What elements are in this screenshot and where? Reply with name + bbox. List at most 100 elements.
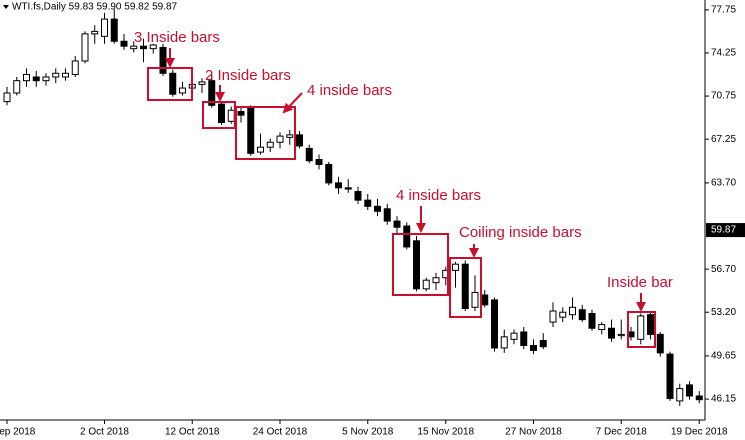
candles [3,9,703,406]
candle-body [647,314,654,335]
candle-body [481,294,489,306]
candle-body [266,141,274,148]
candle-body [42,76,50,82]
candle-body [257,146,264,153]
candle-body [364,199,372,207]
candle-body [169,72,177,95]
candle-body [491,299,498,349]
candle-body [296,134,303,147]
chart-title: WTI.fs,Daily 59.83 59.90 59.82 59.87 [12,2,178,13]
candle-body [149,44,157,50]
candle-body [695,395,703,401]
candle-body [344,187,352,190]
candle-body [676,388,684,402]
x-tick-label: 27 Nov 2018 [505,427,562,438]
candle-body [471,292,479,308]
candle-body [71,60,79,76]
candle-body [237,110,245,116]
annotation-box [449,257,482,318]
y-tick-label: 46.15 [711,394,736,405]
y-tick-label: 74.25 [711,48,736,59]
candle-body [179,87,186,94]
candle-body [666,353,674,399]
candle-body [110,18,118,42]
annotation: 4 inside bars [307,82,392,99]
y-tick-label: 77.75 [711,4,736,15]
candle-body [520,331,528,346]
candle-body [354,191,362,201]
y-tick-label: 49.65 [711,351,736,362]
candle-body [335,182,342,189]
candle-body [32,76,40,82]
candle-body [578,309,586,321]
candle-body [23,74,30,82]
candle-body [140,45,147,50]
annotation: 3 Inside bars [134,29,220,46]
candle-body [159,46,167,74]
candle-body [393,220,401,228]
candle-body [461,263,469,310]
candle-body [208,80,216,106]
candle-body [686,384,693,397]
menu-icon [3,5,9,9]
candle-body [510,332,518,340]
annotation-box [147,67,193,101]
candle-body [598,324,606,330]
candle-body [588,312,596,329]
y-tick-label: 63.70 [711,178,736,189]
candle-body [130,45,138,50]
candle-body [101,18,108,37]
candle-body [569,306,576,316]
annotation-box [627,311,656,348]
x-tick-label: 15 Nov 2018 [417,427,474,438]
candle-body [500,336,508,349]
y-tick-label: 70.75 [711,91,736,102]
annotation: Coiling inside bars [459,224,582,241]
annotation-arrow [282,92,303,114]
candle-body [3,92,11,103]
y-tick-label: 67.25 [711,134,736,145]
candle-body [432,277,440,284]
annotation: 2 Inside bars [205,67,291,84]
candle-body [247,107,255,154]
x-tick-label: 7 Dec 2018 [596,427,648,438]
candle-body [52,72,60,78]
candle-body [559,311,567,318]
candle-body [403,225,411,248]
y-tick-label: 53.20 [711,307,736,318]
candle-body [549,310,557,323]
candle-body [413,240,420,290]
annotation: Inside bar [607,274,673,291]
annotations: 3 Inside bars 2 Inside bars 4 inside bar… [134,29,673,348]
candle-body [218,103,225,124]
candle-body [374,205,381,212]
candle-body [530,344,537,351]
candle-body [81,33,89,62]
x-tick-label: 19 Dec 2018 [671,427,728,438]
candle-body [383,208,391,222]
y-tick-label: 56.70 [711,264,736,275]
candle-body [617,333,625,337]
last-price-box [706,223,745,238]
candle-body [62,72,69,78]
candle-body [539,340,547,348]
candle-body [120,40,128,47]
candle-body [315,159,323,165]
candle-body [608,327,615,339]
candle-body [452,263,459,271]
candle-body [227,109,235,122]
annotation-box [392,233,449,296]
last-price-label: 59.87 [711,225,736,236]
candle-body [91,30,99,35]
x-tick-label: 24 Oct 2018 [253,427,308,438]
x-tick-label: 12 Oct 2018 [165,427,220,438]
annotation-box [235,106,296,160]
x-tick-label: 2 Oct 2018 [80,427,129,438]
candle-body [305,147,313,162]
candle-body [656,333,664,354]
x-tick-label: 5 Nov 2018 [342,427,394,438]
candle-body [325,163,333,184]
candle-body [276,135,284,143]
